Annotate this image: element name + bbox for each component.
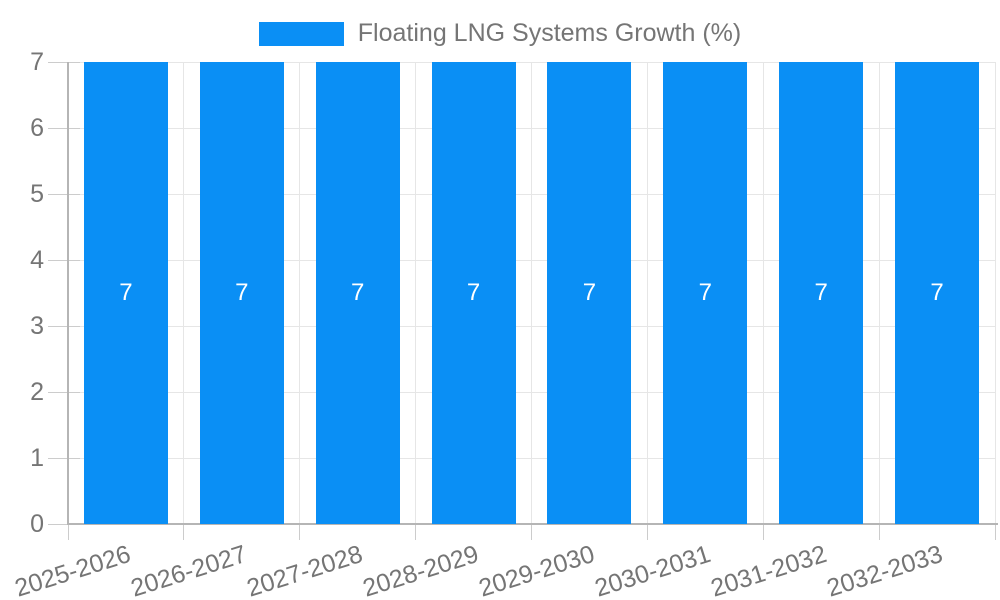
- y-axis-label: 4: [30, 246, 44, 274]
- x-axis-label: 2027-2028: [243, 540, 367, 600]
- x-axis-tick: [646, 524, 648, 540]
- y-axis-label: 0: [30, 510, 44, 538]
- x-axis-label: 2031-2032: [707, 540, 830, 600]
- gridline-vertical: [994, 62, 996, 524]
- y-axis-label: 2: [30, 378, 44, 406]
- bar-value-label: 7: [582, 279, 597, 306]
- y-axis-tick: [48, 325, 80, 327]
- x-axis-tick: [67, 524, 69, 540]
- x-axis-label: 2026-2027: [127, 540, 251, 600]
- y-axis-tick: [48, 193, 80, 195]
- x-axis-tick: [762, 524, 764, 540]
- bar: [199, 62, 284, 524]
- bar: [547, 62, 632, 524]
- legend-swatch: [258, 21, 344, 46]
- gridline-vertical: [531, 62, 532, 524]
- bar-value-label: 7: [466, 279, 481, 306]
- bar: [315, 62, 400, 524]
- x-axis-label: 2030-2031: [591, 540, 714, 600]
- bar-value-label: 7: [351, 279, 365, 306]
- gridline-vertical: [183, 62, 185, 524]
- bar: [779, 62, 864, 524]
- y-axis-tick: [48, 457, 80, 459]
- x-axis-tick: [299, 524, 301, 540]
- x-axis-tick: [878, 524, 880, 540]
- bar: [431, 62, 516, 524]
- bar-value-label: 7: [698, 279, 712, 306]
- gridline-vertical: [762, 62, 764, 524]
- y-axis-line: [67, 62, 69, 524]
- y-axis-tick: [48, 127, 80, 129]
- gridline-vertical: [878, 62, 880, 524]
- y-axis-label: 5: [30, 180, 44, 208]
- bar-value-label: 7: [814, 279, 828, 306]
- gridline-vertical: [646, 62, 648, 524]
- y-axis-label: 6: [30, 114, 44, 142]
- bar-value-label: 7: [235, 279, 249, 306]
- gridline-vertical: [415, 62, 417, 524]
- x-axis-tick: [183, 524, 185, 540]
- x-axis-tick: [531, 524, 532, 540]
- bar: [895, 62, 980, 524]
- x-axis-tick: [994, 524, 996, 540]
- x-axis-label: 2028-2029: [359, 540, 482, 600]
- x-axis-label: 2025-2026: [11, 540, 135, 600]
- x-axis-label: 2032-2033: [823, 540, 946, 600]
- y-axis-label: 1: [30, 444, 44, 472]
- x-axis-tick: [415, 524, 417, 540]
- x-axis-line: [67, 523, 998, 525]
- y-axis-tick: [48, 61, 80, 63]
- legend-label: Floating LNG Systems Growth (%): [357, 19, 742, 47]
- legend: Floating LNG Systems Growth (%): [0, 19, 1000, 48]
- y-axis-label: 7: [30, 48, 44, 76]
- y-axis-tick: [48, 391, 80, 393]
- x-axis-label: 2029-2030: [475, 540, 598, 600]
- bar: [663, 62, 748, 524]
- bar-value-label: 7: [930, 279, 944, 306]
- y-axis-label: 3: [30, 312, 44, 340]
- bar-value-label: 7: [119, 279, 133, 306]
- y-axis-tick: [48, 259, 80, 261]
- bar: [83, 62, 168, 524]
- gridline-vertical: [299, 62, 301, 524]
- y-axis-tick: [48, 523, 80, 525]
